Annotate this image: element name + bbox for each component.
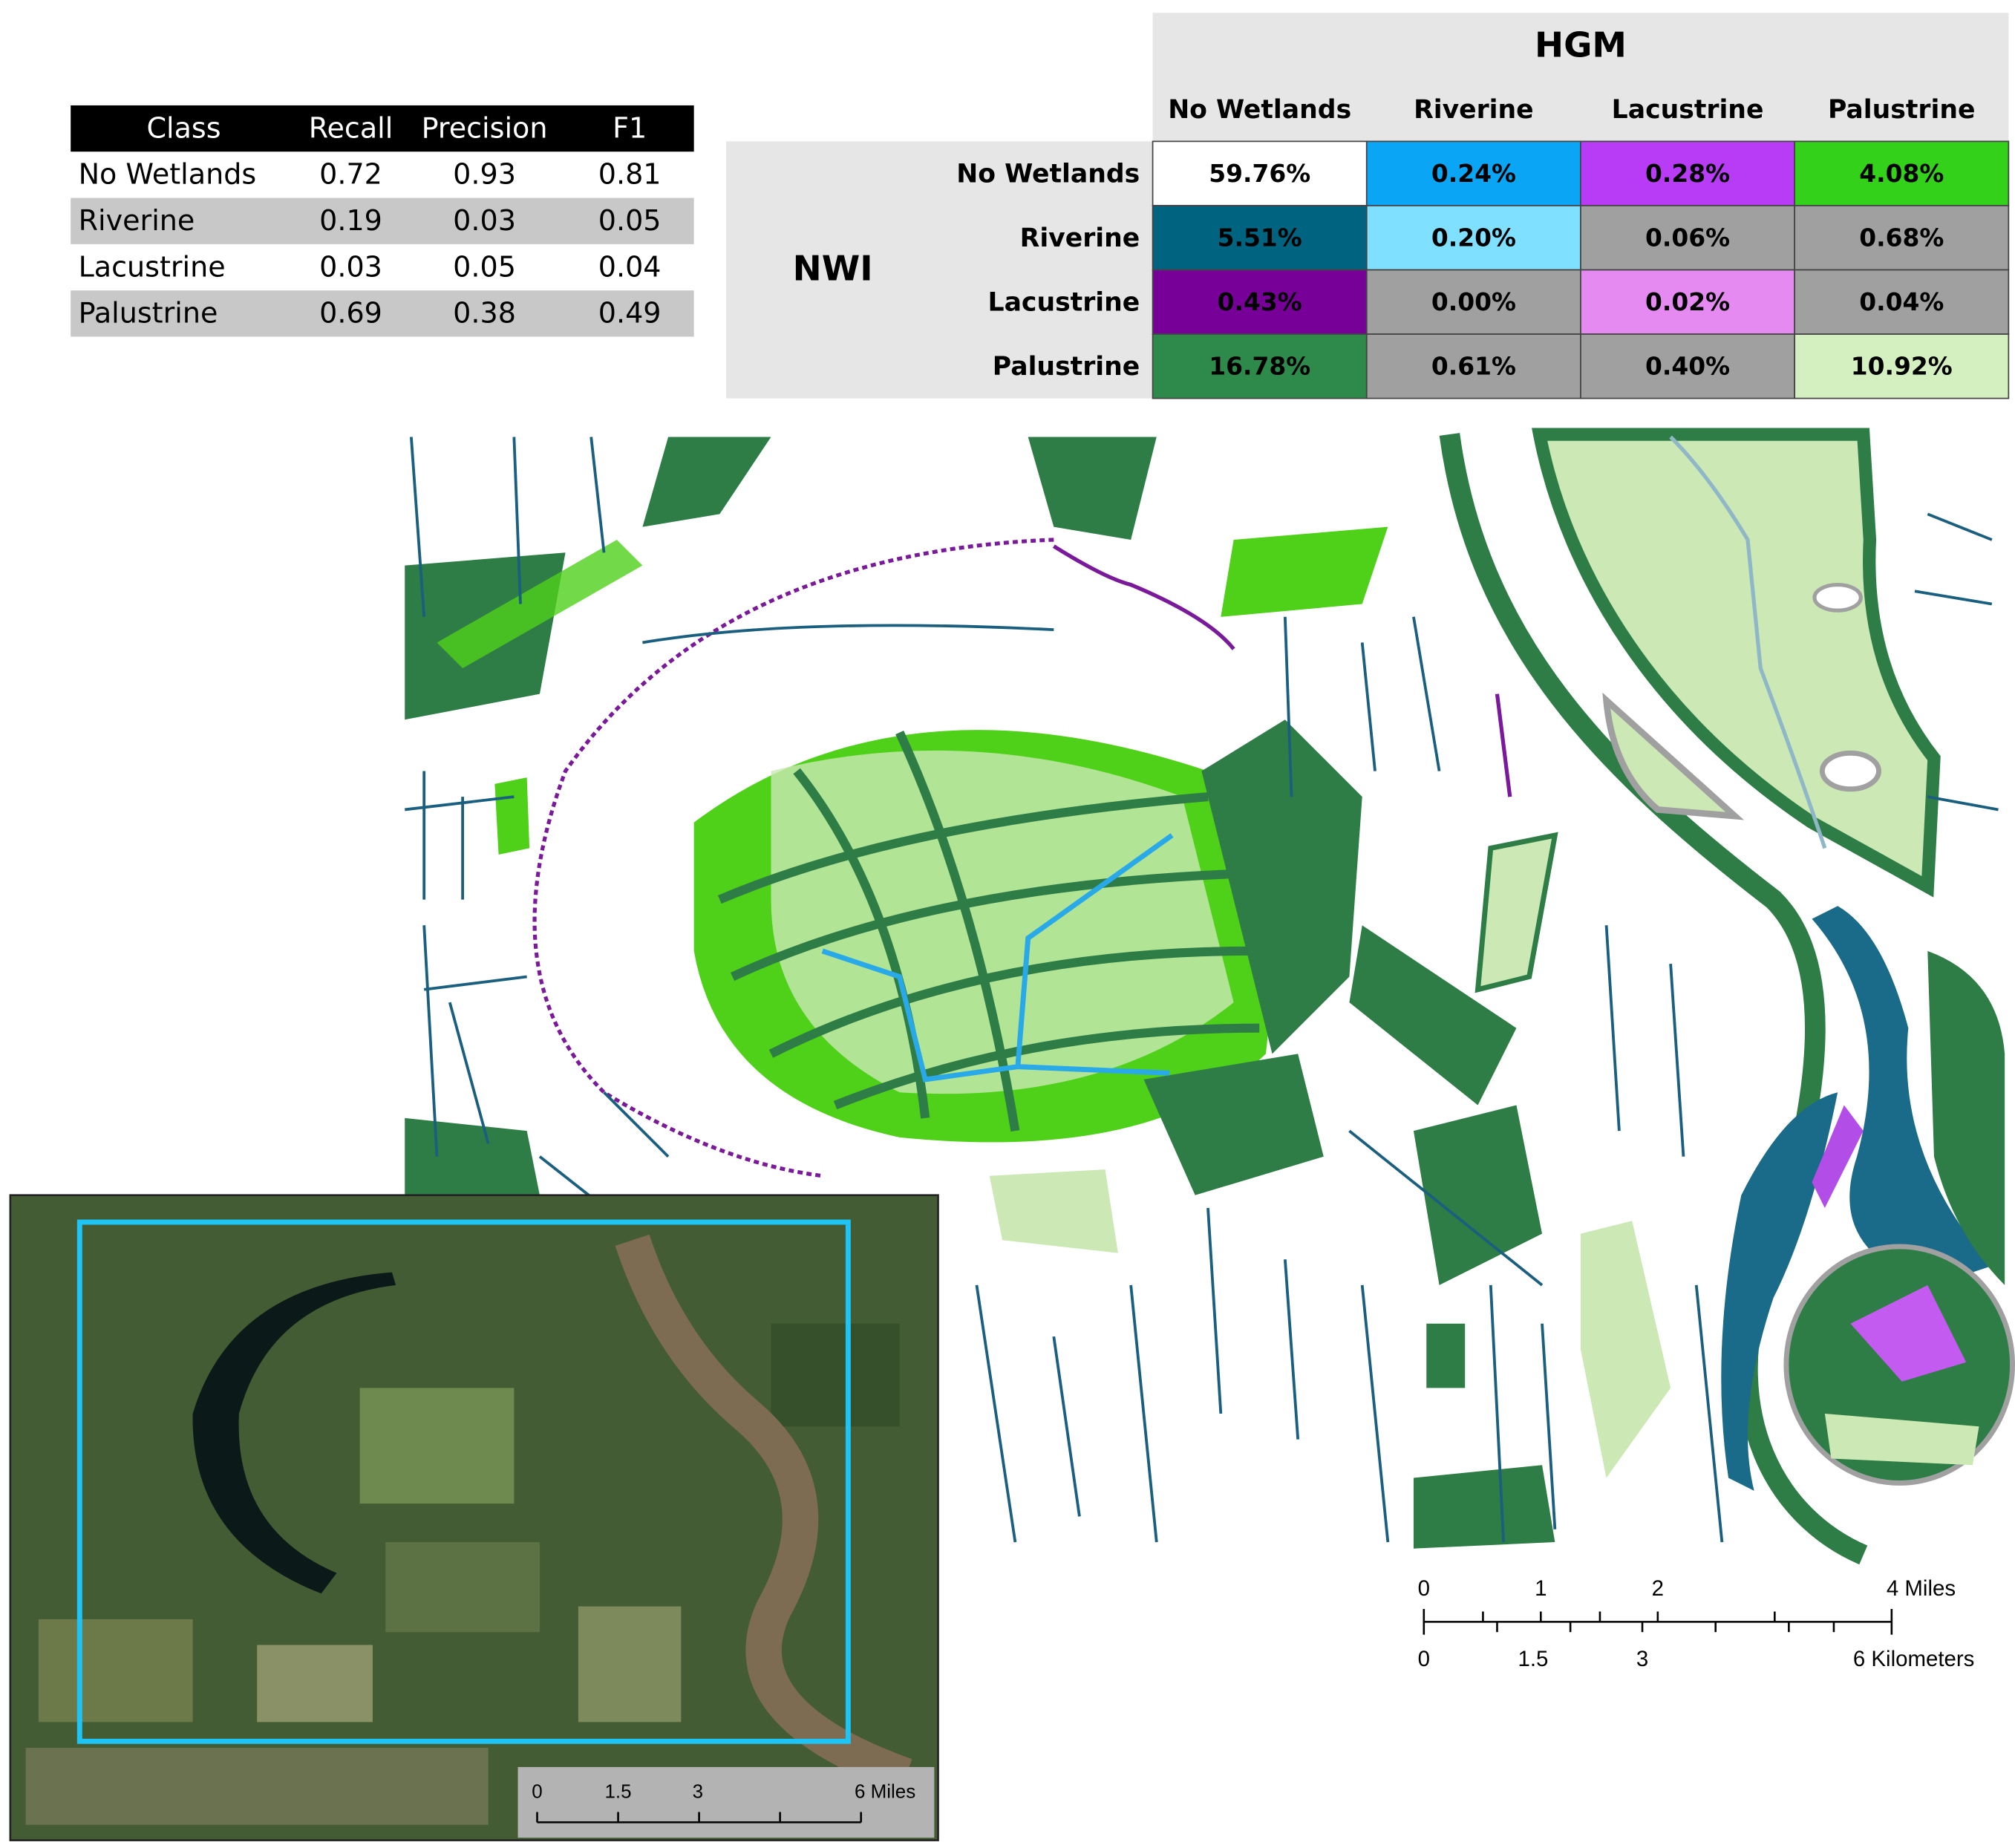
scale-label: 3 bbox=[1636, 1647, 1648, 1671]
cm-cell bbox=[1580, 205, 1796, 271]
metrics-value: 0.49 bbox=[598, 297, 662, 330]
metrics-value: 0.05 bbox=[598, 204, 662, 237]
cm-row-header-bg bbox=[725, 141, 1153, 399]
cm-cell bbox=[1580, 333, 1796, 399]
cm-row-title: NWI bbox=[793, 249, 873, 290]
cm-row-header: Riverine bbox=[1020, 223, 1140, 253]
cm-row-header: No Wetlands bbox=[956, 159, 1140, 189]
cm-column-header: No Wetlands bbox=[1168, 95, 1351, 125]
cm-column-header: Lacustrine bbox=[1612, 95, 1764, 125]
cm-cell-value: 0.68% bbox=[1859, 223, 1944, 252]
scale-label: 1.5 bbox=[605, 1780, 632, 1802]
metrics-row-bg bbox=[71, 290, 694, 337]
cm-cell-value: 10.92% bbox=[1851, 352, 1953, 381]
metrics-header: Class bbox=[146, 111, 221, 144]
metrics-row-bg bbox=[71, 197, 694, 244]
cm-column-header: Riverine bbox=[1414, 95, 1534, 125]
cm-cell-value: 0.02% bbox=[1645, 287, 1730, 316]
metrics-value: 0.04 bbox=[598, 250, 662, 283]
metrics-value: 0.81 bbox=[598, 158, 662, 191]
cm-cell-value: 16.78% bbox=[1209, 352, 1310, 381]
cm-header-bg bbox=[1152, 13, 2009, 142]
metrics-class: Lacustrine bbox=[79, 250, 226, 283]
cm-cell-value: 5.51% bbox=[1218, 223, 1302, 252]
cm-cell-value: 4.08% bbox=[1859, 159, 1944, 188]
metrics-class: Palustrine bbox=[79, 297, 218, 330]
scale-label: 3 bbox=[693, 1780, 703, 1802]
cm-cell-value: 0.61% bbox=[1431, 352, 1516, 381]
cm-cell-value: 0.04% bbox=[1859, 287, 1944, 316]
cm-cell-value: 0.00% bbox=[1431, 287, 1516, 316]
cm-cell bbox=[1794, 269, 2010, 335]
scale-label: 1.5 bbox=[1518, 1647, 1548, 1671]
metrics-class: No Wetlands bbox=[79, 158, 257, 191]
metrics-value: 0.03 bbox=[319, 250, 382, 283]
inset-scale-box bbox=[517, 1766, 935, 1838]
metrics-value: 0.19 bbox=[319, 204, 382, 237]
scale-label: 2 bbox=[1652, 1576, 1664, 1601]
scale-label: 4 Miles bbox=[1887, 1576, 1956, 1601]
satellite-inset bbox=[9, 1194, 939, 1841]
cm-cell bbox=[1152, 205, 1368, 271]
metrics-value: 0.93 bbox=[453, 158, 516, 191]
scale-label: 6 Kilometers bbox=[1853, 1647, 1974, 1671]
map-scale-bar bbox=[1423, 1609, 1893, 1635]
scale-label: 0 bbox=[1418, 1576, 1430, 1601]
cm-row-header: Palustrine bbox=[993, 352, 1140, 382]
cm-cell-value: 0.28% bbox=[1645, 159, 1730, 188]
cm-cell-value: 0.20% bbox=[1431, 223, 1516, 252]
scale-label: 6 Miles bbox=[855, 1780, 915, 1802]
cm-cell bbox=[1365, 333, 1581, 399]
cm-cell bbox=[1794, 140, 2010, 206]
metrics-header: Precision bbox=[422, 111, 548, 144]
cm-cell-value: 0.24% bbox=[1431, 159, 1516, 188]
cm-cell-value: 59.76% bbox=[1209, 159, 1310, 188]
cm-cell bbox=[1365, 205, 1581, 271]
metrics-value: 0.05 bbox=[453, 250, 516, 283]
metrics-value: 0.38 bbox=[453, 297, 516, 330]
metrics-header: Recall bbox=[309, 111, 393, 144]
metrics-class: Riverine bbox=[79, 204, 195, 237]
cm-row-header: Lacustrine bbox=[988, 287, 1140, 317]
metrics-value: 0.03 bbox=[453, 204, 516, 237]
metrics-header-bg bbox=[71, 105, 694, 152]
cm-cell bbox=[1580, 140, 1796, 206]
metrics-header: F1 bbox=[613, 111, 647, 144]
tables: Class Recall Precision F1 No Wetlands 0.72 0.9… bbox=[71, 26, 2010, 1802]
metrics-value: 0.72 bbox=[319, 158, 382, 191]
scale-label: 1 bbox=[1535, 1576, 1547, 1601]
cm-column-header: Palustrine bbox=[1828, 95, 1975, 125]
scale-label: 0 bbox=[1418, 1647, 1430, 1671]
cm-cell-value: 0.06% bbox=[1645, 223, 1730, 252]
cm-column-title: HGM bbox=[1535, 26, 1627, 66]
wetland-map bbox=[405, 428, 2015, 1565]
cm-cell bbox=[1794, 333, 2010, 399]
cm-cell-value: 0.40% bbox=[1645, 352, 1730, 381]
cm-cell-value: 0.43% bbox=[1218, 287, 1302, 316]
cm-cell bbox=[1794, 205, 2010, 271]
scale-label: 0 bbox=[532, 1780, 542, 1802]
metrics-value: 0.69 bbox=[319, 297, 382, 330]
